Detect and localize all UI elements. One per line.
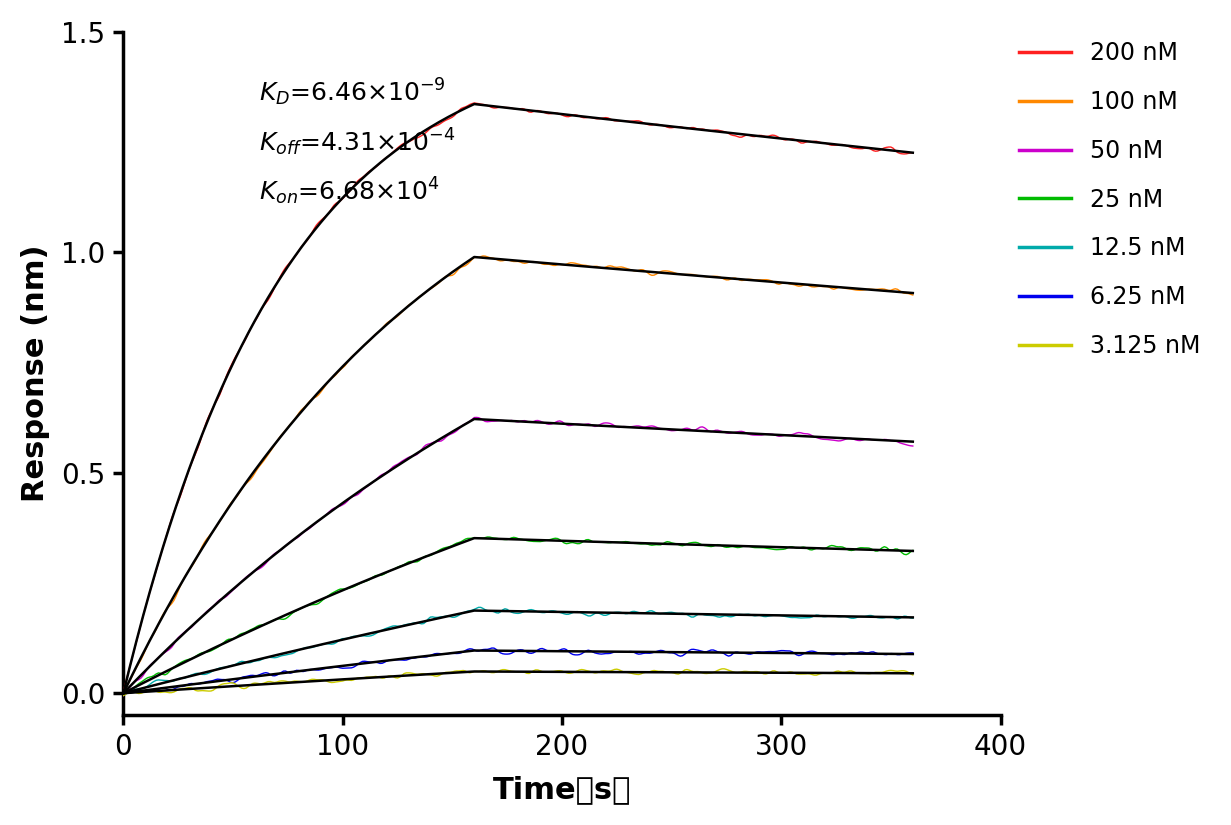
- 100 nM: [138, 645, 153, 655]
- 200 nM: [116, 686, 130, 696]
- 100 nM: [116, 687, 130, 697]
- 50 nM: [567, 419, 582, 429]
- 200 nM: [138, 603, 153, 613]
- 6.25 nM: [906, 648, 921, 658]
- 50 nM: [263, 553, 278, 563]
- 6.25 nM: [612, 647, 627, 657]
- 6.25 nM: [116, 689, 130, 699]
- 12.5 nM: [612, 607, 627, 617]
- Legend: 200 nM, 100 nM, 50 nM, 25 nM, 12.5 nM, 6.25 nM, 3.125 nM: 200 nM, 100 nM, 50 nM, 25 nM, 12.5 nM, 6…: [1009, 32, 1209, 367]
- 200 nM: [467, 98, 481, 108]
- 200 nM: [263, 291, 278, 301]
- 12.5 nM: [138, 682, 153, 692]
- 3.125 nM: [592, 667, 607, 676]
- 3.125 nM: [116, 691, 130, 700]
- 25 nM: [612, 537, 627, 547]
- 3.125 nM: [609, 664, 624, 674]
- Line: 6.25 nM: 6.25 nM: [123, 648, 913, 694]
- 6.25 nM: [484, 644, 499, 653]
- Line: 200 nM: 200 nM: [123, 103, 913, 691]
- Line: 12.5 nM: 12.5 nM: [123, 607, 913, 695]
- 100 nM: [811, 281, 826, 291]
- 3.125 nM: [263, 676, 278, 686]
- 6.25 nM: [567, 650, 582, 660]
- 3.125 nM: [906, 670, 921, 680]
- 200 nM: [811, 137, 826, 147]
- 25 nM: [480, 532, 495, 542]
- 200 nM: [612, 116, 627, 125]
- 3.125 nM: [811, 670, 826, 680]
- 3.125 nM: [565, 667, 580, 677]
- 12.5 nM: [471, 602, 486, 612]
- 25 nM: [138, 674, 153, 684]
- 12.5 nM: [595, 610, 609, 620]
- 12.5 nM: [116, 690, 130, 700]
- 6.25 nM: [138, 686, 153, 696]
- 6.25 nM: [595, 649, 609, 659]
- 200 nM: [567, 110, 582, 120]
- Y-axis label: Response (nm): Response (nm): [21, 245, 49, 502]
- 100 nM: [906, 290, 921, 300]
- Line: 25 nM: 25 nM: [123, 537, 913, 695]
- 12.5 nM: [263, 653, 278, 662]
- 6.25 nM: [263, 670, 278, 680]
- Line: 100 nM: 100 nM: [123, 256, 913, 692]
- Text: $K_D$=6.46×10$^{-9}$: $K_D$=6.46×10$^{-9}$: [260, 76, 446, 107]
- 12.5 nM: [567, 607, 582, 617]
- 50 nM: [906, 441, 921, 451]
- 50 nM: [612, 422, 627, 432]
- 3.125 nM: [138, 686, 153, 696]
- 200 nM: [906, 148, 921, 158]
- 50 nM: [811, 433, 826, 443]
- 100 nM: [263, 446, 278, 456]
- X-axis label: Time（s）: Time（s）: [492, 776, 632, 804]
- 100 nM: [475, 251, 490, 261]
- 100 nM: [567, 258, 582, 268]
- Text: $K_{on}$=6.68×10$^{4}$: $K_{on}$=6.68×10$^{4}$: [260, 176, 439, 207]
- 25 nM: [811, 543, 826, 553]
- 25 nM: [567, 538, 582, 548]
- 50 nM: [138, 667, 153, 677]
- 12.5 nM: [811, 610, 826, 620]
- 12.5 nM: [906, 613, 921, 623]
- Line: 3.125 nM: 3.125 nM: [123, 669, 913, 695]
- 25 nM: [906, 545, 921, 555]
- 100 nM: [612, 262, 627, 272]
- 50 nM: [595, 419, 609, 429]
- 50 nM: [469, 412, 484, 422]
- 25 nM: [116, 691, 130, 700]
- 50 nM: [116, 691, 130, 700]
- 100 nM: [595, 263, 609, 273]
- 200 nM: [595, 113, 609, 123]
- Line: 50 nM: 50 nM: [123, 417, 913, 695]
- 3.125 nM: [716, 664, 731, 674]
- 25 nM: [263, 617, 278, 627]
- Text: $K_{off}$=4.31×10$^{-4}$: $K_{off}$=4.31×10$^{-4}$: [260, 126, 455, 158]
- 6.25 nM: [811, 648, 826, 658]
- 25 nM: [595, 537, 609, 547]
